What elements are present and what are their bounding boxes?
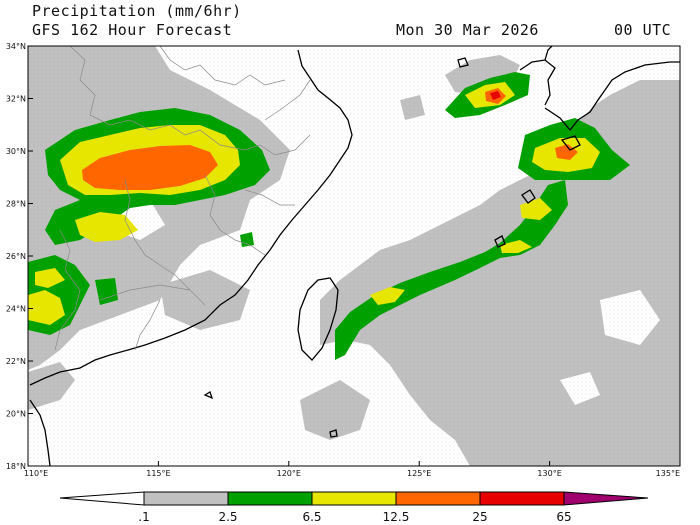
province-borders <box>54 46 311 351</box>
latitude-axis: 18°N 20°N 22°N 24°N 26°N 28°N 30°N 32°N 34°N <box>6 42 33 471</box>
lat-tick-label: 30°N <box>6 147 26 156</box>
legend-label: 12.5 <box>383 510 410 524</box>
lon-tick-label: 125°E <box>407 469 431 478</box>
map-title: Precipitation (mm/6hr) <box>32 2 242 20</box>
legend-label: 6.5 <box>302 510 321 524</box>
lat-tick-label: 24°N <box>6 305 26 314</box>
lon-tick-label: 120°E <box>277 469 301 478</box>
legend-light-swatch <box>143 491 229 506</box>
valid-date: Mon 30 Mar 2026 <box>396 21 539 39</box>
lon-tick-label: 135°E <box>656 469 680 478</box>
lon-tick-label: 115°E <box>146 469 170 478</box>
valid-time: 00 UTC <box>614 21 672 39</box>
precip-intense <box>490 91 501 100</box>
lat-tick-label: 34°N <box>6 42 26 51</box>
lat-tick-label: 20°N <box>6 410 26 419</box>
lon-tick-label: 110°E <box>24 469 48 478</box>
lat-tick-label: 32°N <box>6 95 26 104</box>
legend-label: 2.5 <box>218 510 237 524</box>
legend-label: 65 <box>556 510 571 524</box>
coastlines <box>29 46 680 466</box>
longitude-axis: 110°E 115°E 120°E 125°E 130°E 135°E <box>24 461 681 478</box>
lat-tick-label: 26°N <box>6 252 26 261</box>
lat-tick-label: 18°N <box>6 462 26 471</box>
legend-moderate-swatch <box>227 491 313 506</box>
lat-tick-label: 22°N <box>6 357 26 366</box>
legend-label: .1 <box>138 510 149 524</box>
legend-label: 25 <box>472 510 487 524</box>
legend-extreme-swatch <box>563 491 649 506</box>
legend-heavy-swatch <box>311 491 397 506</box>
precip-legend: .1 2.5 6.5 12.5 25 65 <box>59 491 649 524</box>
stipple-overlay <box>28 46 680 466</box>
forecast-subtitle: GFS 162 Hour Forecast <box>32 21 233 39</box>
legend-trace-swatch <box>59 491 145 506</box>
legend-very-heavy-swatch <box>395 491 481 506</box>
lat-tick-label: 28°N <box>6 200 26 209</box>
lon-tick-label: 130°E <box>537 469 561 478</box>
legend-intense-swatch <box>479 491 565 506</box>
